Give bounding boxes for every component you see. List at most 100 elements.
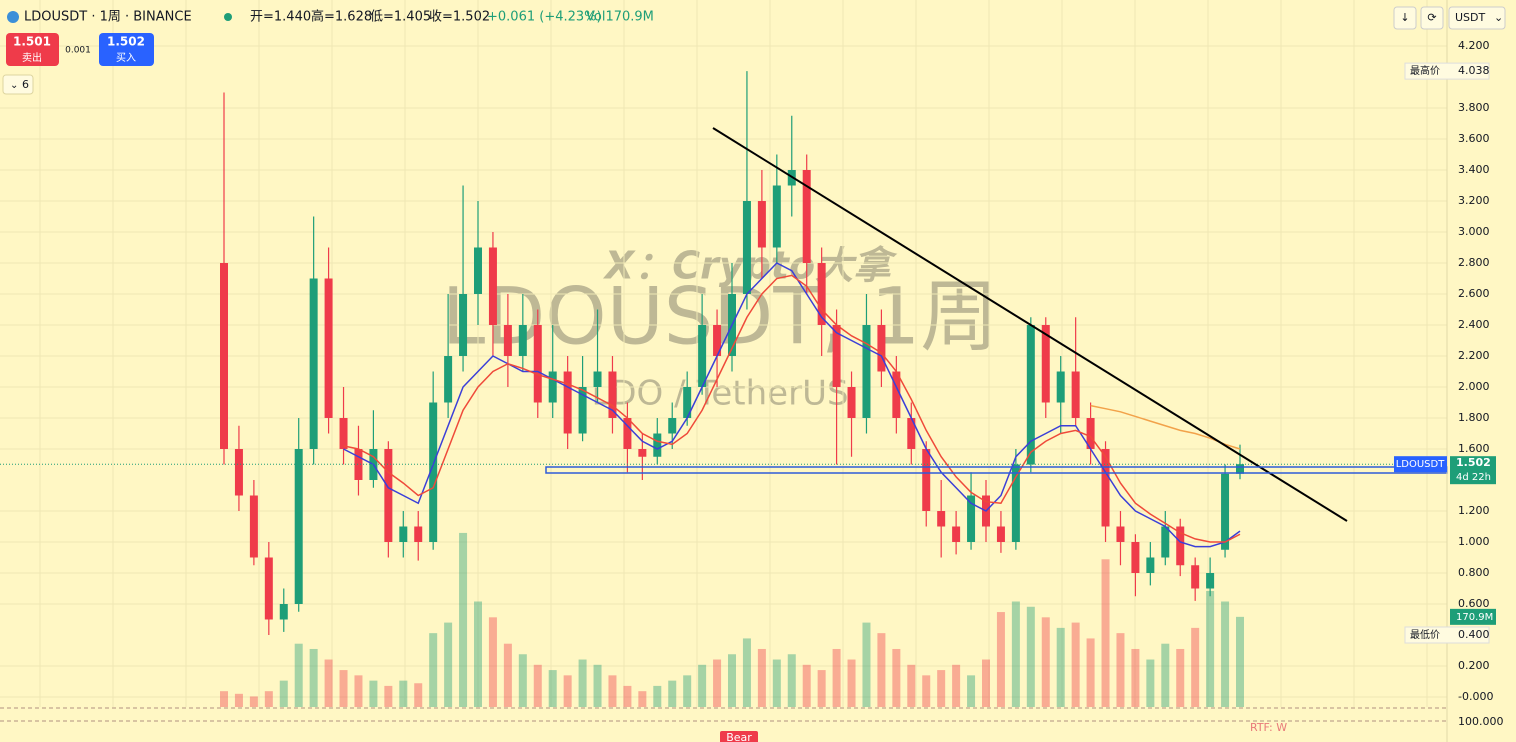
volume-bar xyxy=(1041,617,1050,707)
candle-body xyxy=(593,371,602,387)
candle-body xyxy=(653,433,662,457)
volume-bar xyxy=(967,675,976,707)
y-tick-label: 1.600 xyxy=(1458,442,1490,455)
status-dot xyxy=(224,13,232,21)
volume-bar xyxy=(578,659,587,707)
candle-body xyxy=(459,294,468,356)
y-tick-label: 0.800 xyxy=(1458,566,1490,579)
sell-button[interactable] xyxy=(6,33,59,66)
candle-body xyxy=(1131,542,1140,573)
candle-body xyxy=(578,387,587,434)
y-tick-label: 2.800 xyxy=(1458,256,1490,269)
refresh-button[interactable] xyxy=(1420,6,1444,30)
countdown: 4d 22h xyxy=(1456,472,1491,483)
high-value: 4.038 xyxy=(1458,64,1490,77)
candle-body xyxy=(967,495,976,542)
y-tick-label: 0.600 xyxy=(1458,597,1490,610)
candle-body xyxy=(1011,464,1020,542)
candle-body xyxy=(638,449,647,457)
candle-body xyxy=(952,526,961,542)
symbol[interactable]: LDOUSDT · 1周 · BINANCE xyxy=(24,10,192,25)
y-tick-label: -0.000 xyxy=(1458,690,1493,703)
indicator-toggle[interactable] xyxy=(2,74,34,95)
volume-bar xyxy=(832,648,841,707)
y-tick-label: 3.000 xyxy=(1458,225,1490,238)
symbol-tag-text: LDOUSDT xyxy=(1396,459,1446,470)
volume-bar xyxy=(907,664,916,707)
volume-bar xyxy=(817,670,826,707)
volume-bar xyxy=(922,675,931,707)
candle-body xyxy=(339,418,348,449)
candle-body xyxy=(324,278,333,418)
stat-open: 开=1.440 xyxy=(250,10,311,25)
volume-bar xyxy=(937,670,946,707)
last-price-box xyxy=(1450,456,1496,485)
candle-body xyxy=(414,526,423,542)
low-label: 最低价 xyxy=(1410,628,1440,641)
download-button[interactable] xyxy=(1393,6,1417,30)
volume-bar xyxy=(1176,648,1185,707)
y-tick-label: 2.600 xyxy=(1458,287,1490,300)
y-tick-label: 4.200 xyxy=(1458,39,1490,52)
volume-bar xyxy=(952,664,961,707)
volume-bar xyxy=(668,680,677,707)
currency-select[interactable] xyxy=(1448,6,1506,30)
candle-body xyxy=(1041,325,1050,403)
candle-body xyxy=(1161,526,1170,558)
candle-body xyxy=(802,170,811,263)
candle-body xyxy=(294,449,303,604)
volume-bar xyxy=(279,680,288,707)
volume-bar xyxy=(862,622,871,707)
candle-body xyxy=(1221,473,1230,550)
buy-button[interactable] xyxy=(99,33,154,66)
volume-bar xyxy=(787,654,796,707)
y-tick-label: 1.200 xyxy=(1458,504,1490,517)
candle-body xyxy=(713,325,722,356)
volume-bar xyxy=(1056,627,1065,707)
volume-bar xyxy=(1011,601,1020,707)
candle-body xyxy=(668,418,677,434)
volume-bar xyxy=(608,675,617,707)
volume-bar xyxy=(249,696,258,707)
volume-bar xyxy=(444,622,453,707)
volume-bar xyxy=(892,648,901,707)
volume-bar xyxy=(1146,659,1155,707)
volume-bar xyxy=(339,670,348,707)
volume-bar xyxy=(399,680,408,707)
volume-bar xyxy=(728,654,736,707)
volume-bar xyxy=(996,612,1005,707)
candle-body xyxy=(309,278,318,449)
candle-body xyxy=(907,418,916,449)
high-label: 最高价 xyxy=(1410,64,1440,77)
candle-body xyxy=(264,557,273,620)
volume-bar xyxy=(474,601,482,707)
buy-label: 买入 xyxy=(116,52,136,64)
support-zone xyxy=(545,466,1448,474)
moving-average xyxy=(1090,404,1241,450)
candle-body xyxy=(474,247,482,294)
volume-bar xyxy=(488,617,497,707)
volume-bar xyxy=(294,643,303,707)
volume-bar xyxy=(234,693,243,707)
candle-body xyxy=(772,185,781,248)
candle-body xyxy=(503,325,512,356)
y-tick-label: 3.400 xyxy=(1458,163,1490,176)
stat-close: 收=1.502 xyxy=(429,10,490,25)
candle-body xyxy=(1101,449,1110,527)
candle-body xyxy=(683,387,692,418)
candle-body xyxy=(444,356,453,403)
candle-body xyxy=(742,201,751,294)
volume-bar xyxy=(220,691,228,707)
sell-label: 卖出 xyxy=(22,51,42,64)
volume-bar xyxy=(548,670,557,707)
candle-body xyxy=(1236,464,1244,474)
volume-bar xyxy=(683,675,692,707)
candle-body xyxy=(698,325,707,387)
download-icon: ↓ xyxy=(1400,11,1409,24)
volume-bar xyxy=(713,659,722,707)
volume-bar xyxy=(1131,648,1140,707)
watermark-sub: LDO / TetherUS xyxy=(591,374,848,414)
rtf-label: RTF: W xyxy=(1250,721,1287,734)
stat-change: +0.061 (+4.23%) xyxy=(487,10,602,25)
candle-body xyxy=(862,325,871,418)
